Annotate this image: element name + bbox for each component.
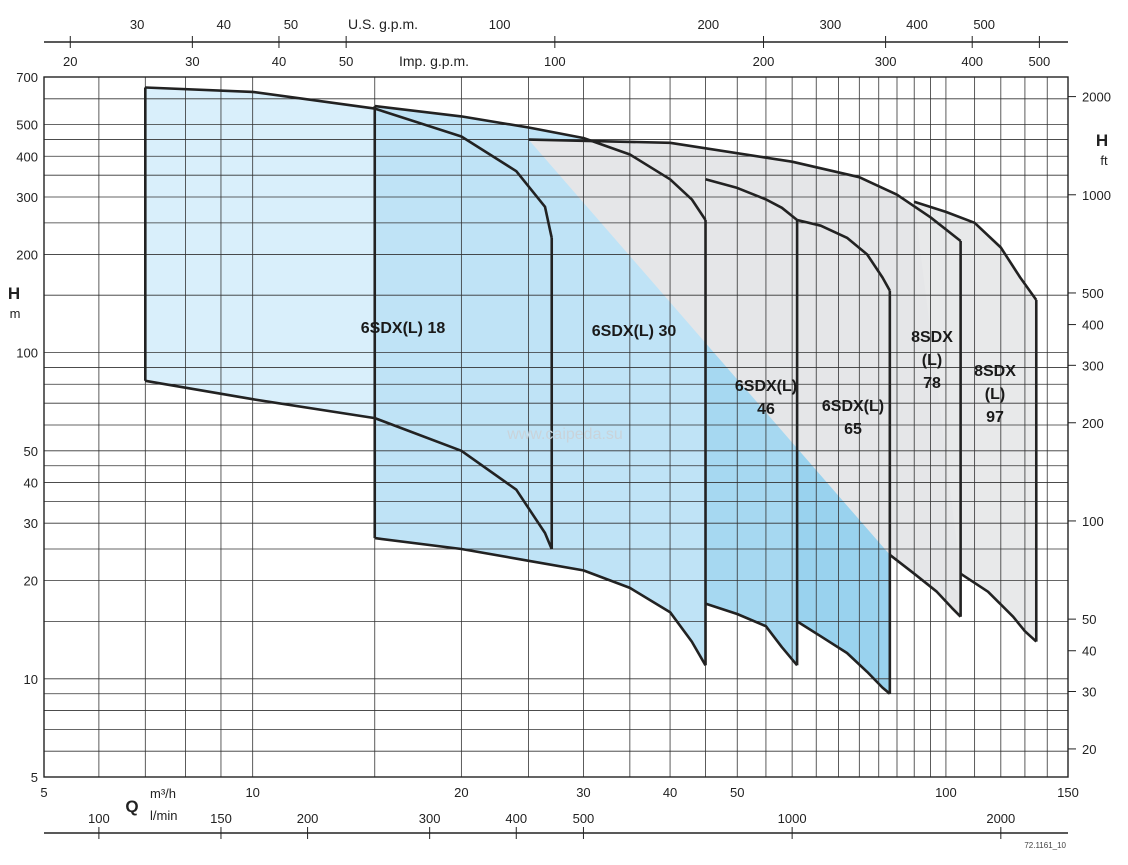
x-tick-label-m3h: 150 — [1057, 785, 1079, 800]
y-tick-label-m: 500 — [16, 118, 38, 133]
x-tick-label-usgpm: 200 — [697, 17, 719, 32]
series-top-curve-1 — [145, 86, 553, 239]
x-tick-label-lmin: 400 — [505, 811, 527, 826]
y-tick-label-ft: 2000 — [1082, 90, 1111, 105]
x-tick-label-usgpm: 40 — [217, 17, 231, 32]
series-label-5: 78 — [923, 375, 941, 392]
x-tick-label-lmin: 100 — [88, 811, 110, 826]
series-label-4: 65 — [844, 421, 862, 438]
x-tick-label-lmin: 1000 — [778, 811, 807, 826]
series-area-5 — [528, 139, 961, 617]
y-tick-label-m: 5 — [31, 770, 38, 785]
imp-gpm-axis-label: Imp. g.p.m. — [399, 53, 469, 69]
series-top-curve-5 — [528, 138, 962, 243]
series-top-curve-2 — [374, 104, 707, 221]
series-label-6: 97 — [986, 409, 1004, 426]
x-tick-label-impgpm: 50 — [339, 54, 353, 69]
x-tick-label-impgpm: 20 — [63, 54, 77, 69]
y-axis-unit-right: ft — [1100, 153, 1108, 168]
series-bottom-curve-5 — [889, 553, 962, 618]
x-axis-unit-lmin: l/min — [150, 808, 177, 823]
y-tick-label-ft: 40 — [1082, 644, 1096, 659]
series-area-6 — [914, 201, 1037, 642]
y-tick-label-ft: 500 — [1082, 286, 1104, 301]
y-tick-label-ft: 30 — [1082, 684, 1096, 699]
plot-frame — [43, 76, 1069, 778]
y-axis-label-left: H — [8, 284, 20, 303]
x-tick-label-usgpm: 300 — [820, 17, 842, 32]
x-tick-label-lmin: 300 — [419, 811, 441, 826]
series-top-curve-3 — [705, 178, 798, 222]
series-label-3: 6SDX(L) — [735, 378, 797, 395]
series-label-6: (L) — [985, 386, 1005, 403]
y-tick-label-ft: 100 — [1082, 514, 1104, 529]
series-bottom-curve-1 — [145, 379, 553, 550]
x-tick-label-m3h: 10 — [245, 785, 259, 800]
us-gpm-axis-label: U.S. g.p.m. — [348, 16, 418, 32]
x-tick-label-lmin: 200 — [297, 811, 319, 826]
y-tick-label-ft: 1000 — [1082, 188, 1111, 203]
y-tick-label-m: 700 — [16, 70, 38, 85]
x-tick-label-m3h: 100 — [935, 785, 957, 800]
y-tick-label-m: 20 — [24, 574, 38, 589]
x-tick-label-m3h: 30 — [576, 785, 590, 800]
x-tick-label-usgpm: 500 — [973, 17, 995, 32]
series-label-6: 8SDX — [974, 363, 1016, 380]
y-tick-label-m: 50 — [24, 444, 38, 459]
axes: 5 10 20 30 40 50 100 150 100 150 200 300 400 500 1000 2… — [16, 17, 1111, 839]
x-tick-label-lmin: 500 — [573, 811, 595, 826]
x-axis-label: Q — [125, 797, 138, 816]
x-tick-label-m3h: 20 — [454, 785, 468, 800]
series-label-5: 8SDX — [911, 329, 953, 346]
y-tick-label-ft: 200 — [1082, 416, 1104, 431]
y-tick-label-m: 30 — [24, 516, 38, 531]
x-tick-label-impgpm: 30 — [185, 54, 199, 69]
y-tick-label-m: 400 — [16, 149, 38, 164]
y-axis-unit-left: m — [10, 306, 21, 321]
series-bottom-curve-3 — [705, 602, 799, 667]
x-tick-label-usgpm: 30 — [130, 17, 144, 32]
series-label-5: (L) — [922, 352, 942, 369]
y-tick-label-m: 10 — [24, 672, 38, 687]
x-tick-label-lmin: 150 — [210, 811, 232, 826]
x-tick-label-impgpm: 300 — [875, 54, 897, 69]
y-tick-label-m: 200 — [16, 247, 38, 262]
x-tick-label-impgpm: 100 — [544, 54, 566, 69]
watermark: www.caipeda.su — [506, 426, 623, 443]
y-axis-label-right: H — [1096, 131, 1108, 150]
x-tick-label-m3h: 50 — [730, 785, 744, 800]
series-curves — [144, 86, 1038, 695]
series-label-4: 6SDX(L) — [822, 398, 884, 415]
series-label-3: 46 — [757, 401, 775, 418]
figure-code: 72.1161_10 — [1024, 841, 1066, 850]
x-tick-label-usgpm: 400 — [906, 17, 928, 32]
x-tick-label-m3h: 40 — [663, 785, 677, 800]
x-tick-label-usgpm: 50 — [284, 17, 298, 32]
y-tick-label-ft: 20 — [1082, 742, 1096, 757]
x-axis-unit-m3h: m³/h — [150, 786, 176, 801]
y-tick-label-ft: 300 — [1082, 358, 1104, 373]
y-tick-label-ft: 400 — [1082, 318, 1104, 333]
series-areas — [145, 87, 1037, 694]
series-bottom-curve-4 — [796, 620, 891, 695]
y-tick-label-m: 100 — [16, 346, 38, 361]
series-top-curve-4 — [796, 218, 891, 292]
x-tick-label-impgpm: 500 — [1029, 54, 1051, 69]
series-top-curve-6 — [913, 200, 1038, 301]
x-tick-label-m3h: 5 — [40, 785, 47, 800]
series-bottom-curve-2 — [374, 536, 707, 666]
x-tick-label-lmin: 2000 — [986, 811, 1015, 826]
y-tick-label-m: 300 — [16, 190, 38, 205]
series-label-2: 6SDX(L) 30 — [592, 323, 677, 340]
series-bottom-curve-6 — [959, 572, 1038, 643]
x-tick-label-usgpm: 100 — [489, 17, 511, 32]
x-tick-label-impgpm: 40 — [272, 54, 286, 69]
x-tick-label-impgpm: 200 — [753, 54, 775, 69]
y-tick-label-m: 40 — [24, 475, 38, 490]
series-label-1: 6SDX(L) 18 — [361, 320, 446, 337]
series-labels: 6SDX(L) 18 6SDX(L) 30 6SDX(L) 46 6SDX(L) 65 8S… — [361, 320, 1016, 438]
y-tick-label-ft: 50 — [1082, 612, 1096, 627]
x-tick-label-impgpm: 400 — [961, 54, 983, 69]
